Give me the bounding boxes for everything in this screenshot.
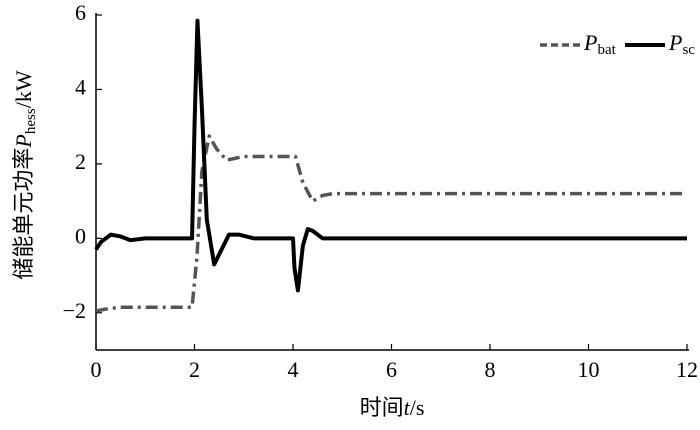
x-tick-label: 10 — [578, 357, 600, 382]
y-label-unit: /kW — [11, 70, 36, 108]
y-label-subscript: hess — [23, 108, 39, 134]
x-label-symbol: t — [404, 395, 411, 420]
y-tick-label: 6 — [75, 0, 86, 25]
y-label-text: 储能单元功率 — [11, 148, 36, 280]
legend-name: P — [668, 30, 682, 55]
y-axis-label: 储能单元功率Phess/kW — [11, 70, 39, 279]
x-tick-label: 4 — [288, 357, 299, 382]
x-tick-label: 12 — [676, 357, 698, 382]
x-tick-label: 8 — [485, 357, 496, 382]
x-tick-label: 2 — [189, 357, 200, 382]
y-tick-label: 2 — [75, 149, 86, 174]
x-tick-label: 0 — [91, 357, 102, 382]
x-tick-label: 6 — [386, 357, 397, 382]
legend-subscript: bat — [597, 42, 616, 58]
series-line — [95, 134, 687, 313]
x-label-unit: /s — [410, 395, 425, 420]
y-tick-label: −2 — [63, 298, 86, 323]
legend-label: Pbat — [583, 30, 617, 58]
legend-label: Psc — [668, 30, 695, 58]
y-tick-label: 4 — [75, 74, 86, 99]
y-label-symbol: P — [11, 134, 36, 148]
x-axis-label: 时间t/s — [360, 395, 425, 420]
series-line — [94, 18, 687, 293]
legend-subscript: sc — [682, 42, 695, 58]
y-tick-label: 0 — [75, 223, 86, 248]
x-label-text: 时间 — [360, 395, 404, 420]
legend-name: P — [583, 30, 597, 55]
